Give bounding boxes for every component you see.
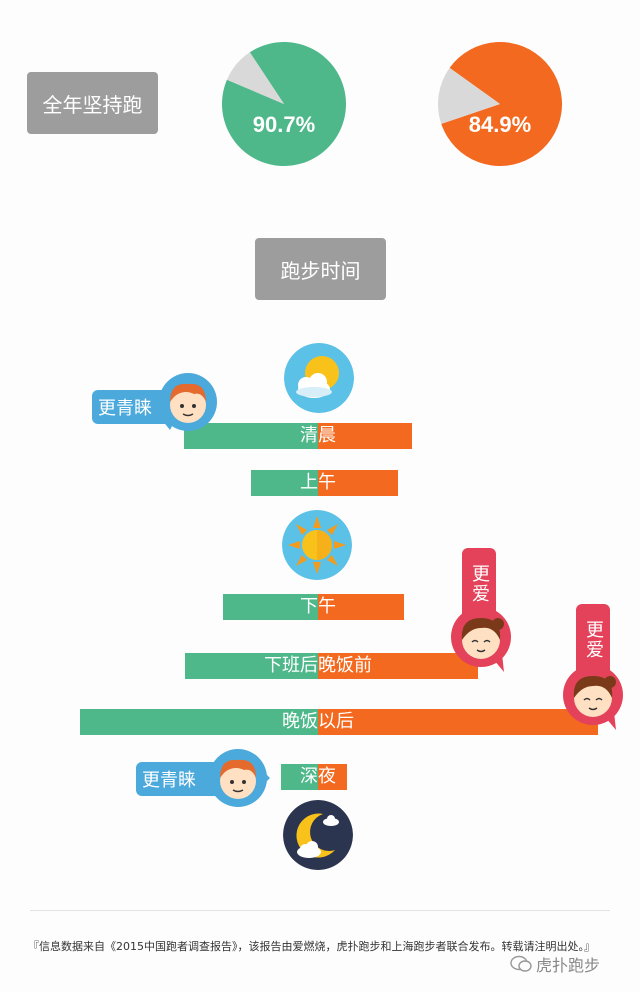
bar-label-right-4: 以后 — [318, 711, 354, 732]
bar-male-1 — [251, 470, 318, 496]
bar-label-left-5: 深 — [300, 766, 318, 787]
bar-label-right-5: 夜 — [318, 766, 336, 787]
female-pie-slice-0 — [441, 42, 562, 166]
bar-female-4 — [318, 709, 598, 735]
bar-female-1 — [318, 470, 398, 496]
male-face-icon-2 — [209, 749, 270, 807]
watermark-text: 虎扑跑步 — [536, 956, 601, 975]
male-pie-value: 90.7% — [252, 112, 316, 137]
bar-male-2 — [223, 594, 318, 620]
female-preference-badge-2: 更爱 — [560, 604, 632, 734]
female-pie-value: 84.9% — [468, 112, 532, 137]
female-preference-badge-1: 更爱 — [450, 548, 520, 676]
male-preference-badge-late-night: 更青睐 — [136, 748, 276, 808]
year-round-label-text: 全年坚持跑 — [42, 92, 143, 117]
male-badge-text: 更青睐 — [98, 398, 152, 419]
running-time-label: 跑步时间 — [255, 238, 386, 300]
bar-row-4: 晚饭 以后 — [80, 709, 598, 735]
female-pie-slice-1 — [438, 67, 500, 124]
sun-icon — [282, 510, 352, 580]
bar-male-5 — [281, 764, 318, 790]
bar-label-left-4: 晚饭 — [282, 711, 318, 732]
sun-cloud-icon — [284, 343, 354, 413]
bar-male-4 — [80, 709, 318, 735]
moon-icon — [283, 800, 353, 870]
bar-label-right-2: 午 — [318, 596, 336, 617]
bar-row-2: 下午 — [223, 594, 404, 620]
footer-divider — [30, 910, 610, 911]
bar-label-left-0: 清 — [300, 425, 318, 446]
bar-label-right-0: 晨 — [318, 425, 336, 446]
bar-female-5 — [318, 764, 347, 790]
bar-row-3: 下班后 晚饭前 — [185, 653, 478, 679]
male-face-icon — [159, 373, 217, 431]
bar-female-0 — [318, 423, 412, 449]
running-time-label-text: 跑步时间 — [280, 258, 361, 283]
male-pie-chart — [222, 42, 346, 166]
bar-label-left-3: 下班后 — [264, 655, 318, 676]
year-round-label: 全年坚持跑 — [27, 72, 158, 134]
bar-female-2 — [318, 594, 404, 620]
bar-male-0 — [184, 423, 318, 449]
bar-label-right-3: 晚饭前 — [318, 655, 372, 676]
bar-male-3 — [185, 653, 318, 679]
female-badge-text: 更爱 — [469, 564, 490, 604]
footer-source-text: 『信息数据来自《2015中国跑者调查报告》，该报告由爱燃烧，虎扑跑步和上海跑步者… — [28, 940, 595, 953]
male-pie-slice-1 — [226, 52, 284, 104]
female-face-icon — [451, 607, 511, 672]
male-pie-slice-0 — [222, 42, 346, 166]
female-badge-tag-2: 更爱 — [576, 604, 610, 676]
bar-label-left-1: 上 — [300, 472, 318, 493]
bar-label-right-1: 午 — [318, 472, 336, 493]
bar-row-1: 上午 — [251, 470, 398, 496]
female-pie-chart — [438, 42, 562, 166]
wechat-icon — [510, 955, 532, 972]
bar-female-3 — [318, 653, 478, 679]
bar-row-0: 清晨 — [184, 423, 412, 449]
watermark: 虎扑跑步 — [510, 952, 600, 976]
male-preference-badge-morning: 更青睐 — [92, 372, 222, 432]
male-badge-text-2: 更青睐 — [142, 770, 196, 791]
bar-row-5: 深夜 — [281, 764, 347, 790]
female-face-icon-2 — [563, 665, 623, 730]
bar-label-left-2: 下 — [300, 596, 318, 617]
female-badge-text-2: 更爱 — [583, 620, 604, 660]
